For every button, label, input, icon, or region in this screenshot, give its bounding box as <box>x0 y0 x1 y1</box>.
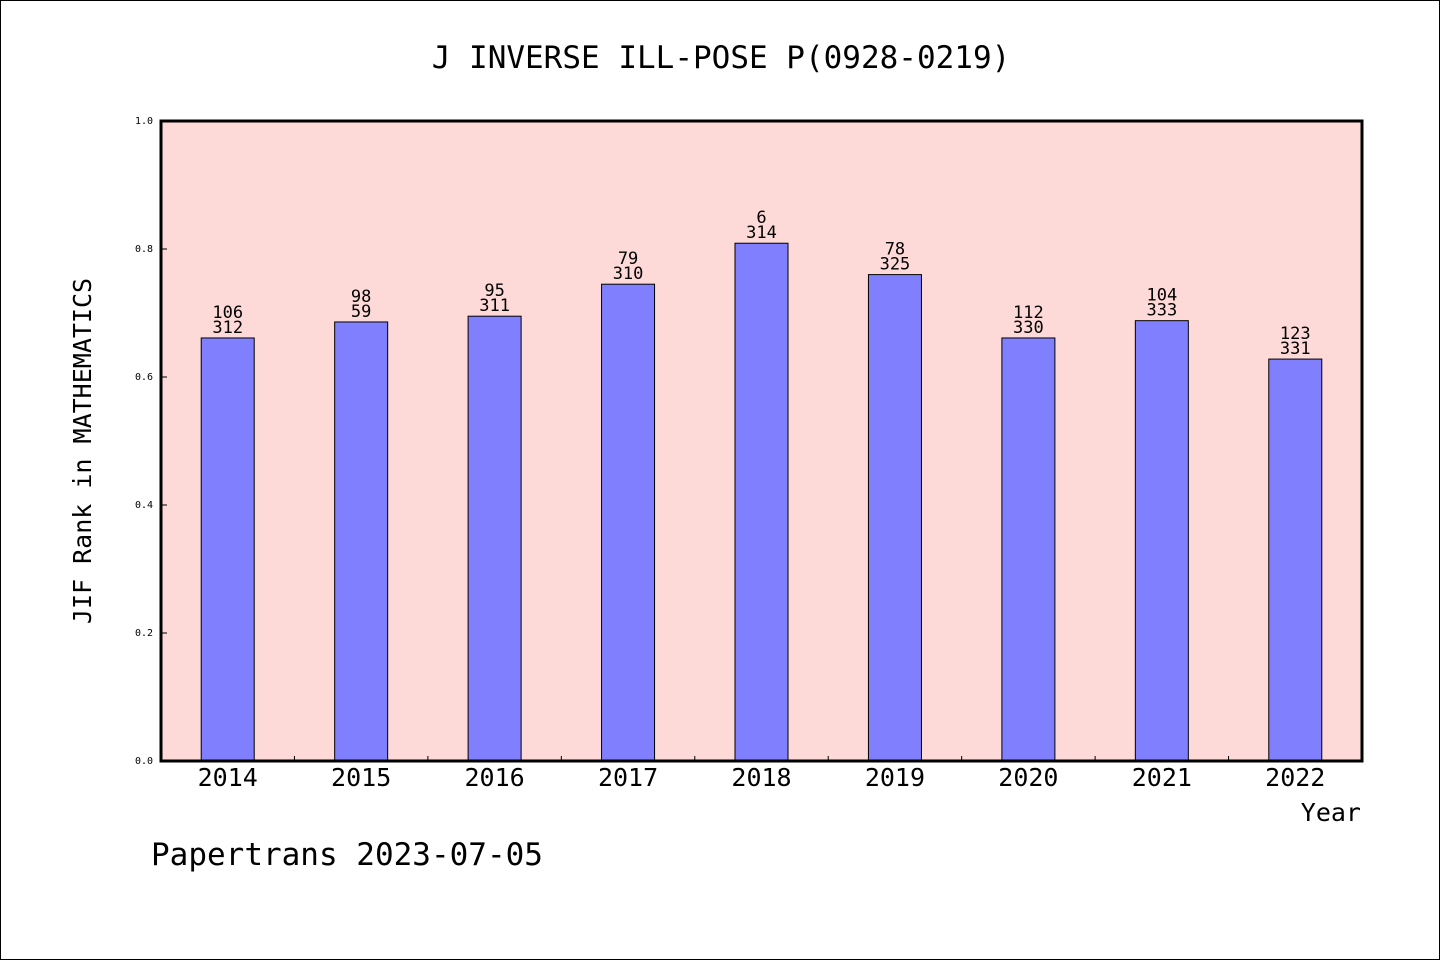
bar-2018 <box>734 242 789 762</box>
x-tick-label: 2014 <box>198 763 258 792</box>
bar-2021 <box>1134 320 1189 762</box>
rank-label-2021: 104 <box>1146 286 1177 306</box>
rank-label-2016: 95 <box>484 281 504 301</box>
total-label-2016: 311 <box>479 296 510 316</box>
bar-2019 <box>867 274 922 762</box>
total-label-2014: 312 <box>212 318 243 338</box>
total-label-2022: 331 <box>1280 339 1311 359</box>
credit-text: Papertrans 2023-07-05 <box>151 837 543 873</box>
rank-label-2014: 106 <box>212 303 243 323</box>
x-tick-label: 2015 <box>331 763 391 792</box>
rank-label-2020: 112 <box>1013 303 1044 323</box>
x-tick-label: 2021 <box>1132 763 1192 792</box>
rank-label-2017: 79 <box>618 249 638 269</box>
x-axis-label: Year <box>1301 798 1361 827</box>
rank-label-2022: 123 <box>1280 324 1311 344</box>
total-label-2019: 325 <box>880 255 911 275</box>
bars <box>200 242 1323 762</box>
bar-2022 <box>1268 358 1323 762</box>
x-tick-label: 2019 <box>865 763 925 792</box>
y-tick-label: 1.0 <box>135 116 153 127</box>
y-tick-label: 0.8 <box>135 244 153 255</box>
rank-label-2018: 6 <box>756 208 766 228</box>
total-label-2018: 314 <box>746 223 777 243</box>
bar-2020 <box>1001 337 1056 762</box>
plot-border <box>159 119 1364 763</box>
x-tick-label: 2017 <box>598 763 658 792</box>
x-tick-label: 2018 <box>731 763 791 792</box>
total-label-2021: 333 <box>1146 301 1177 321</box>
rank-label-2019: 78 <box>885 240 905 260</box>
total-label-2020: 330 <box>1013 318 1044 338</box>
data-labels: 1063129859953117931063147832511233010433… <box>212 208 1310 359</box>
bar-2016 <box>467 315 522 762</box>
x-axis: 2014 2015 2016 2017 2018 2019 2020 2021 2022 <box>198 756 1325 792</box>
y-tick-label: 0.4 <box>135 500 153 511</box>
y-tick-label: 0.2 <box>135 628 153 639</box>
bar-2017 <box>601 283 656 762</box>
total-label-2017: 310 <box>613 264 644 284</box>
total-label-2015: 59 <box>351 302 371 322</box>
bar-2014 <box>200 337 255 762</box>
x-tick-label: 2020 <box>998 763 1058 792</box>
chart-title: J INVERSE ILL-POSE P(0928-0219) <box>432 40 1011 76</box>
x-tick-label: 2016 <box>465 763 525 792</box>
y-axis-label: JIF Rank in MATHEMATICS <box>68 278 97 624</box>
bar-2015 <box>334 321 389 762</box>
y-tick-label: 0.6 <box>135 372 153 383</box>
x-tick-label: 2022 <box>1265 763 1325 792</box>
rank-label-2015: 98 <box>351 287 371 307</box>
y-tick-label: 0.0 <box>135 756 153 767</box>
